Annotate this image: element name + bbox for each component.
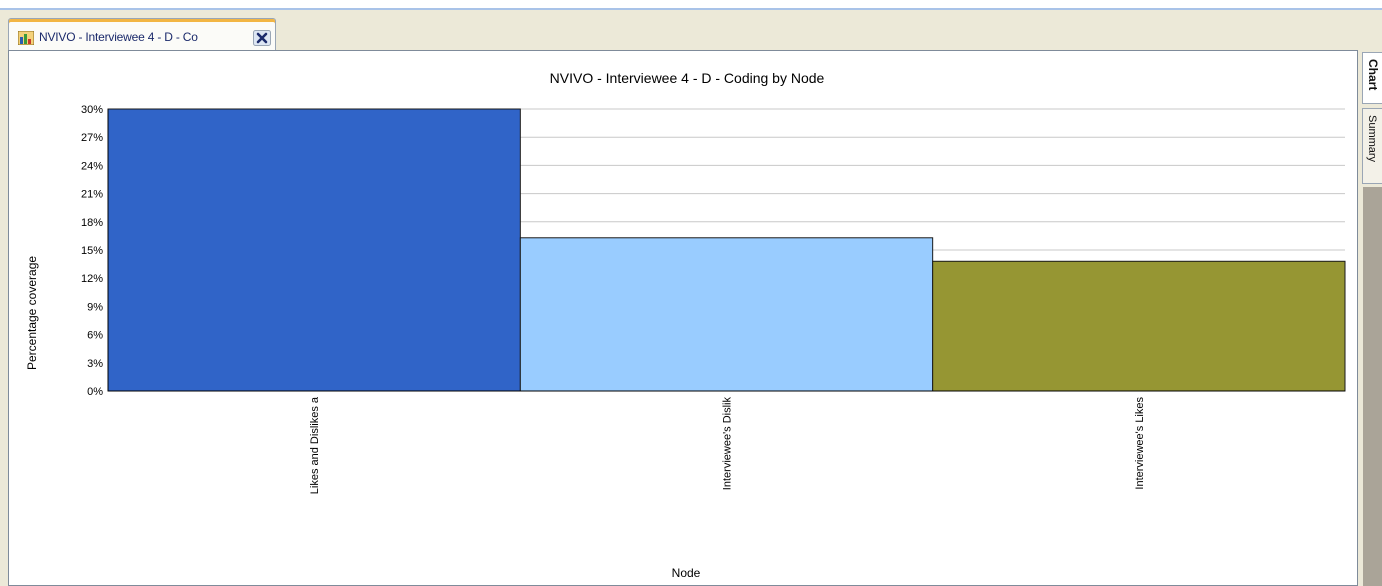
tab-title: NVIVO - Interviewee 4 - D - Co [39,30,198,44]
tab-summary[interactable]: Summary [1362,108,1382,184]
tab-summary-label: Summary [1366,115,1378,163]
y-tick-label: 24% [81,160,103,172]
bar[interactable] [519,237,934,392]
y-tick-label: 27% [81,132,103,144]
y-tick-label: 6% [87,330,103,342]
tab-chart-label: Chart [1366,59,1380,91]
y-axis-label: Percentage coverage [25,256,39,370]
top-strip [0,0,1382,10]
bar[interactable] [107,108,521,392]
chart-icon [18,31,34,45]
y-tick-label: 12% [81,273,103,285]
x-axis-label: Node [672,566,701,580]
side-panel-scrollbar[interactable] [1363,187,1382,586]
bar-chart: NVIVO - Interviewee 4 - D - Coding by No… [25,70,1346,580]
y-tick-label: 9% [87,301,103,313]
bar[interactable] [932,260,1346,392]
y-tick-label: 18% [81,217,103,229]
bars [107,108,1346,392]
y-tick-label: 0% [87,386,103,398]
y-tick-label: 15% [81,245,103,257]
chart-title: NVIVO - Interviewee 4 - D - Coding by No… [550,70,825,86]
y-tick-label: 21% [81,189,103,201]
y-axis-ticks: 0% 3% 6% 9% 12% 15% 18% 21% 24% 27% 30% [81,104,103,398]
x-tick-label: Interviewee's Dislik [722,397,734,491]
side-tab-strip: Chart Summary [1360,50,1382,586]
tab-chart[interactable]: Chart [1362,52,1382,104]
close-icon[interactable] [253,30,271,46]
y-tick-label: 30% [81,104,103,116]
x-tick-label: Interviewee's Likes [1134,397,1146,490]
document-tab[interactable]: NVIVO - Interviewee 4 - D - Co [8,18,276,52]
y-tick-label: 3% [87,358,103,370]
x-tick-label: Likes and Dislikes a [309,396,321,494]
x-axis-ticks: Likes and Dislikes a Interviewee's Dislik… [309,396,1146,494]
document-tab-bar: NVIVO - Interviewee 4 - D - Co [0,12,1382,52]
chart-panel: NVIVO - Interviewee 4 - D - Coding by No… [8,50,1358,586]
